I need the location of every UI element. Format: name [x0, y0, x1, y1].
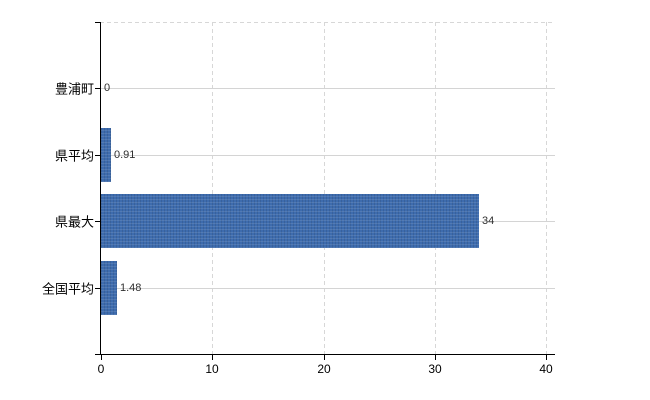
bar-value-label: 1.48 — [120, 281, 142, 294]
bar — [101, 194, 479, 248]
h-gridline — [100, 88, 555, 89]
v-gridline — [435, 22, 436, 354]
category-label: 県平均 — [54, 148, 94, 163]
x-tick — [212, 355, 213, 360]
y-tick — [95, 22, 100, 23]
h-gridline — [100, 288, 555, 289]
bar-value-label: 0 — [104, 81, 111, 94]
x-tick — [324, 355, 325, 360]
x-tick-label: 40 — [539, 362, 553, 376]
bar-value-label: 0.91 — [114, 148, 136, 161]
x-tick-label: 10 — [205, 362, 219, 376]
y-tick — [95, 155, 100, 156]
category-label: 県最大 — [54, 214, 94, 230]
plot-top-border — [100, 22, 555, 23]
x-tick-label: 0 — [97, 362, 105, 376]
y-tick — [95, 221, 100, 222]
y-tick — [95, 88, 100, 89]
category-label: 豊浦町 — [54, 81, 94, 96]
v-gridline — [212, 22, 213, 354]
y-tick — [95, 354, 100, 355]
category-label: 全国平均 — [41, 281, 94, 296]
bar — [101, 128, 111, 182]
x-tick-label: 30 — [428, 362, 442, 376]
h-gridline — [100, 155, 555, 156]
x-tick — [546, 355, 547, 360]
x-axis-line — [100, 354, 555, 355]
bar — [101, 261, 117, 315]
v-gridline — [546, 22, 547, 354]
bar-value-label: 34 — [482, 215, 495, 227]
x-tick-label: 20 — [317, 362, 331, 376]
x-tick — [101, 355, 102, 360]
v-gridline — [324, 22, 325, 354]
y-axis-line — [100, 22, 101, 354]
y-tick — [95, 288, 100, 289]
x-tick — [435, 355, 436, 360]
